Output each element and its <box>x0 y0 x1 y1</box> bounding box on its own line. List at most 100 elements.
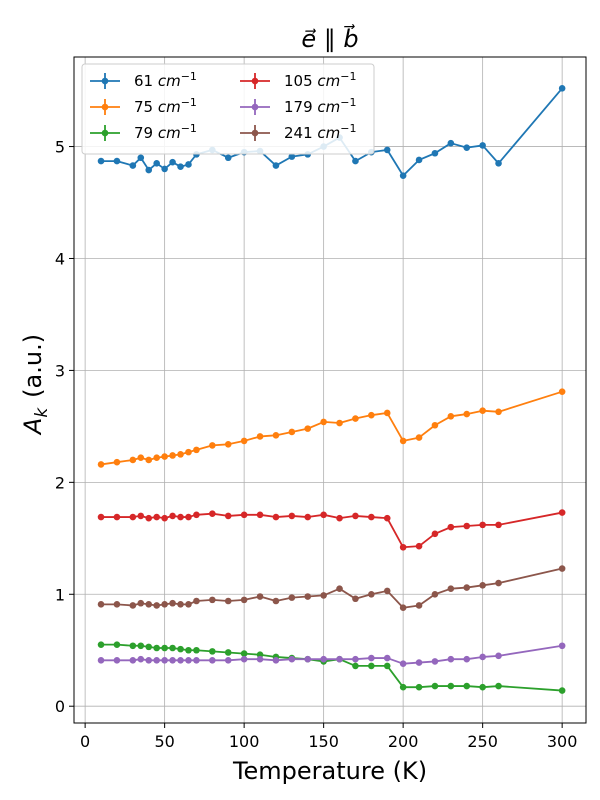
data-point <box>447 523 455 531</box>
data-point <box>240 655 248 663</box>
data-point <box>185 601 192 608</box>
legend-unit: cm <box>317 124 340 142</box>
data-point <box>431 530 439 538</box>
legend-unit-exponent: −1 <box>181 70 197 83</box>
data-point <box>399 604 407 612</box>
legend-unit-exponent: −1 <box>340 70 356 83</box>
data-point <box>288 512 296 520</box>
data-point <box>193 597 200 605</box>
data-point <box>304 513 312 521</box>
data-point <box>224 657 232 664</box>
data-point <box>113 641 121 648</box>
legend-unit: cm <box>158 72 181 90</box>
data-point <box>145 514 153 522</box>
legend-unit: cm <box>158 98 181 116</box>
data-point <box>137 599 145 607</box>
data-point <box>113 458 121 466</box>
y-axis-label-symbol: A <box>19 418 47 436</box>
data-point <box>431 590 439 598</box>
data-point <box>161 514 168 522</box>
data-point <box>153 513 160 521</box>
data-point <box>169 644 176 652</box>
data-point <box>153 602 160 609</box>
data-point <box>415 156 423 164</box>
legend-item: 179 cm−1 <box>240 96 356 116</box>
legend-unit: cm <box>317 72 340 90</box>
data-point <box>185 646 192 654</box>
data-point <box>431 421 439 429</box>
data-point <box>288 428 296 436</box>
legend-label: 75 cm−1 <box>134 96 197 116</box>
data-point <box>193 446 200 454</box>
x-tick-label: 150 <box>308 732 339 751</box>
data-point <box>177 451 184 458</box>
legend-marker <box>251 103 259 111</box>
data-point <box>431 149 439 157</box>
data-point <box>113 657 121 664</box>
data-point <box>495 160 502 167</box>
y-tick-label: 5 <box>55 138 65 157</box>
data-point <box>558 687 566 694</box>
data-point <box>479 407 486 415</box>
data-point <box>415 542 423 550</box>
data-point <box>137 454 145 462</box>
data-point <box>463 655 471 663</box>
data-point <box>272 657 280 664</box>
y-tick-label: 0 <box>55 697 65 716</box>
legend-unit-exponent: −1 <box>340 96 356 109</box>
series-line <box>101 643 563 692</box>
legend-marker <box>251 77 259 85</box>
data-point <box>368 411 375 419</box>
data-point <box>288 655 296 663</box>
data-point <box>495 408 502 416</box>
data-point <box>161 453 168 460</box>
series-241 <box>97 565 566 612</box>
data-point <box>447 139 455 147</box>
data-point <box>129 642 137 650</box>
data-point <box>193 646 200 654</box>
y-tick-label: 2 <box>55 473 65 492</box>
data-point <box>415 602 423 609</box>
data-point <box>479 142 486 149</box>
data-point <box>272 597 280 605</box>
data-point <box>185 448 192 456</box>
series-105 <box>97 509 566 551</box>
data-point <box>153 454 160 462</box>
data-point <box>153 657 160 664</box>
legend-label: 79 cm−1 <box>134 122 197 142</box>
data-point <box>256 655 264 663</box>
data-point <box>368 654 375 662</box>
legend-label: 61 cm−1 <box>134 70 197 90</box>
data-point <box>177 657 184 664</box>
x-axis-label: Temperature (K) <box>232 757 427 785</box>
data-point <box>399 543 407 551</box>
data-point <box>352 157 359 165</box>
data-point <box>304 593 312 600</box>
data-point <box>161 601 168 608</box>
legend-label: 179 cm−1 <box>284 96 356 116</box>
data-point <box>431 682 439 690</box>
data-point <box>161 644 168 652</box>
data-point <box>145 456 153 464</box>
legend-marker <box>101 103 109 111</box>
legend-value: 61 <box>134 72 158 90</box>
data-point <box>145 643 153 651</box>
x-tick-label: 200 <box>388 732 419 751</box>
data-point <box>209 596 216 604</box>
data-point <box>479 683 486 691</box>
data-point <box>185 513 192 521</box>
data-point <box>336 585 343 592</box>
data-point <box>129 657 137 664</box>
data-point <box>224 154 232 162</box>
data-point <box>161 165 168 173</box>
data-point <box>240 596 248 604</box>
data-point <box>320 418 327 426</box>
data-point <box>495 682 502 690</box>
data-point <box>558 509 566 516</box>
legend-unit: cm <box>317 98 340 116</box>
x-tick-label: 50 <box>154 732 174 751</box>
data-point <box>169 158 176 166</box>
data-point <box>558 388 566 395</box>
